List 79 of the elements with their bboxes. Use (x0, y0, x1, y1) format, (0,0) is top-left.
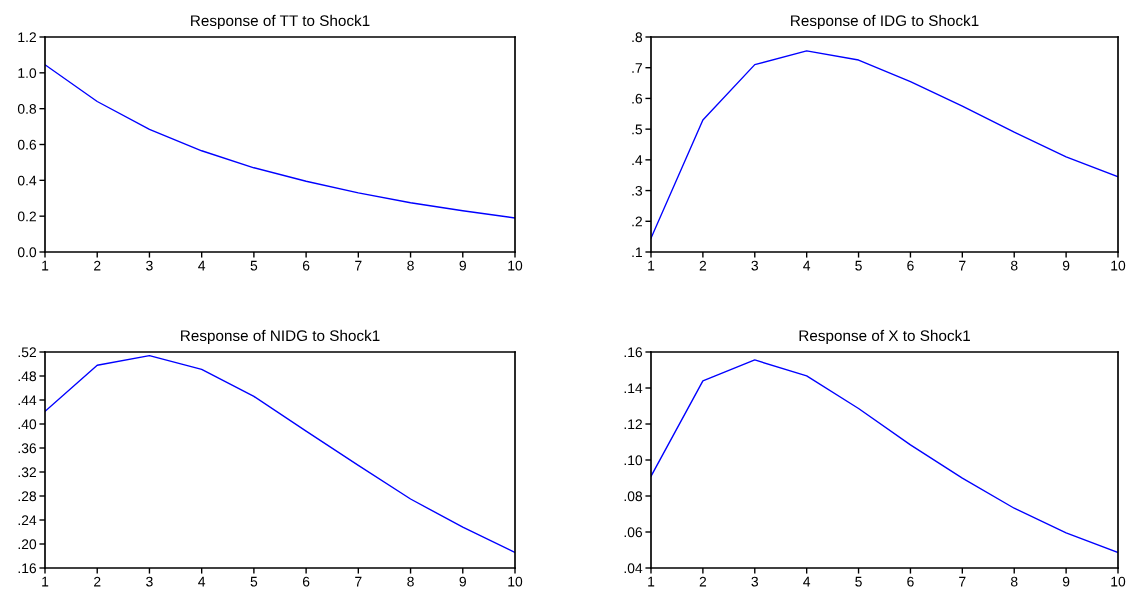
y-tick-label: .1 (632, 247, 642, 258)
y-tick-label: .06 (624, 527, 643, 538)
x-tick-label: 4 (803, 260, 811, 271)
x-tick-label: 8 (1010, 260, 1018, 271)
x-tick-label: 4 (198, 576, 206, 587)
y-tick-label: .40 (18, 419, 37, 430)
y-tick-label: .36 (18, 443, 37, 454)
y-tick-label: 0.6 (17, 139, 37, 150)
y-tick-label: .14 (624, 383, 643, 394)
y-tick-label: .12 (624, 419, 642, 430)
x-tick-label: 6 (302, 576, 310, 587)
y-tick-label: .8 (632, 32, 643, 43)
x-tick-label: 7 (355, 260, 362, 271)
x-tick-label: 2 (94, 260, 101, 271)
x-tick-label: 10 (508, 576, 523, 587)
y-tick-label: .28 (18, 491, 37, 502)
x-tick-label: 9 (459, 576, 466, 587)
x-tick-label: 4 (198, 260, 206, 271)
y-tick-label: .04 (624, 563, 643, 574)
x-tick-label: 8 (407, 576, 414, 587)
x-tick-label: 5 (250, 260, 258, 271)
x-tick-label: 7 (959, 260, 966, 271)
y-tick-label: 1.2 (18, 32, 36, 43)
x-tick-label: 3 (146, 576, 153, 587)
line-series (651, 50, 1118, 239)
x-tick-label: 4 (803, 576, 811, 587)
chart-title: Response of X to Shock1 (799, 329, 970, 345)
y-tick-label: .08 (624, 491, 643, 502)
x-tick-label: 7 (959, 576, 966, 587)
y-tick-label: .20 (18, 539, 37, 550)
y-tick-label: 1.0 (18, 68, 37, 78)
y-tick-label: .48 (18, 371, 37, 382)
x-tick-label: 10 (1111, 260, 1126, 271)
x-tick-label: 2 (94, 576, 101, 587)
y-tick-label: .5 (632, 124, 643, 135)
y-tick-label: .32 (18, 467, 36, 478)
y-tick-label: .10 (624, 455, 643, 466)
x-tick-label: 6 (302, 260, 310, 271)
chart-title: Response of NIDG to Shock1 (181, 329, 380, 345)
x-tick-label: 9 (1062, 576, 1070, 587)
y-tick-label: 0.0 (17, 247, 37, 258)
chart-title: Response of TT to Shock1 (191, 14, 370, 30)
line-series (45, 64, 515, 219)
x-tick-label: 10 (508, 260, 523, 271)
x-tick-label: 1 (42, 576, 49, 587)
x-tick-label: 9 (459, 260, 466, 271)
y-tick-label: .4 (632, 155, 643, 165)
x-tick-label: 2 (699, 576, 707, 587)
x-tick-label: 3 (146, 260, 153, 271)
y-tick-label: .6 (632, 93, 643, 104)
y-tick-label: .2 (632, 216, 642, 227)
y-tick-label: .16 (18, 563, 37, 574)
x-tick-label: 5 (855, 576, 862, 587)
x-tick-label: 8 (407, 260, 414, 271)
x-tick-label: 10 (1111, 576, 1126, 587)
y-tick-label: .24 (18, 515, 37, 526)
y-tick-label: .16 (624, 347, 643, 358)
y-tick-label: .52 (18, 347, 36, 358)
x-tick-label: 7 (355, 576, 362, 587)
x-tick-label: 1 (648, 576, 655, 587)
x-tick-label: 6 (907, 260, 914, 271)
y-tick-label: .7 (632, 63, 642, 73)
line-series (651, 359, 1118, 554)
x-tick-label: 1 (42, 260, 49, 271)
x-tick-label: 3 (751, 576, 759, 587)
x-tick-label: 3 (751, 260, 759, 271)
x-tick-label: 6 (907, 576, 914, 587)
x-tick-label: 5 (855, 260, 862, 271)
x-tick-label: 1 (648, 260, 655, 271)
y-tick-label: .3 (632, 185, 643, 196)
x-tick-label: 9 (1062, 260, 1070, 271)
y-tick-label: .44 (18, 395, 37, 406)
x-tick-label: 5 (250, 576, 258, 587)
x-tick-label: 8 (1010, 576, 1018, 587)
y-tick-label: 0.4 (17, 175, 37, 186)
x-tick-label: 2 (699, 260, 707, 271)
y-tick-label: 0.8 (17, 104, 37, 114)
chart-title: Response of IDG to Shock1 (791, 14, 979, 30)
y-tick-label: 0.2 (17, 211, 36, 222)
